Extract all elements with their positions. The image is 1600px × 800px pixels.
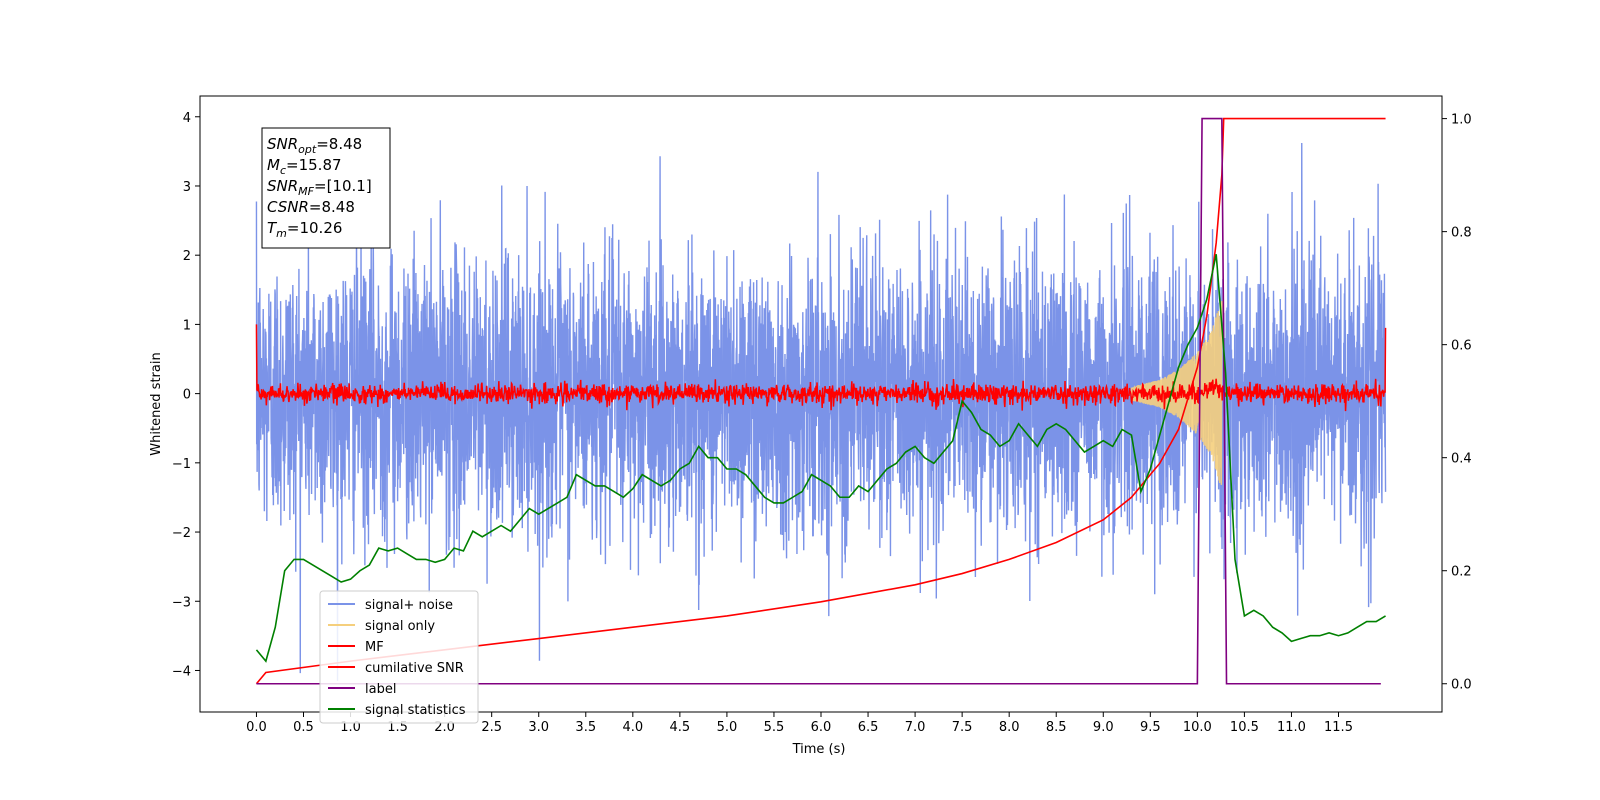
x-tick-label: 0.5 bbox=[293, 720, 314, 735]
x-axis: 0.0 0.5 1.0 1.5 2.0 2.5 3.0 3.5 4.0 4.5 5.0 5.5 6.0 6… bbox=[246, 712, 1353, 735]
x-tick-label: 4.5 bbox=[670, 720, 691, 735]
y-left-tick-label: −4 bbox=[172, 664, 191, 679]
y-right-tick-label: 0.4 bbox=[1451, 452, 1472, 467]
info-box-line: SNRopt=8.48 bbox=[267, 135, 362, 156]
info-box-line: CSNR=8.48 bbox=[267, 198, 355, 216]
x-tick-label: 9.0 bbox=[1093, 720, 1114, 735]
x-tick-label: 6.0 bbox=[811, 720, 832, 735]
series-signal-only bbox=[1130, 301, 1223, 485]
x-tick-label: 8.0 bbox=[999, 720, 1020, 735]
x-tick-label: 5.0 bbox=[717, 720, 738, 735]
legend: signal+ noise signal only MF cumilative SNR… bbox=[319, 590, 479, 724]
legend-label: MF bbox=[365, 640, 384, 655]
x-tick-label: 3.5 bbox=[575, 720, 596, 735]
y-axis-left: 4 3 2 1 0 −1 −2 −3 −4 bbox=[172, 111, 200, 679]
x-tick-label: 0.0 bbox=[246, 720, 267, 735]
info-box-frame bbox=[261, 127, 391, 249]
legend-frame bbox=[319, 590, 479, 724]
x-tick-label: 2.0 bbox=[434, 720, 455, 735]
x-tick-label: 7.5 bbox=[952, 720, 973, 735]
y-left-tick-label: −1 bbox=[172, 457, 191, 472]
y-axis-label: Whitened strain bbox=[149, 352, 164, 455]
x-tick-label: 10.0 bbox=[1183, 720, 1212, 735]
x-tick-label: 7.0 bbox=[905, 720, 926, 735]
x-tick-label: 5.5 bbox=[764, 720, 785, 735]
y-right-tick-label: 0.0 bbox=[1451, 678, 1472, 693]
x-tick-label: 4.0 bbox=[622, 720, 643, 735]
info-box-line: Mc=15.87 bbox=[267, 156, 342, 177]
x-tick-label: 11.0 bbox=[1277, 720, 1306, 735]
series-signal-statistics bbox=[255, 254, 1386, 663]
info-box-line: Tm=10.26 bbox=[267, 219, 342, 240]
x-tick-label: 1.0 bbox=[340, 720, 361, 735]
y-left-tick-label: −2 bbox=[172, 526, 191, 541]
x-tick-label: 9.5 bbox=[1140, 720, 1161, 735]
x-tick-label: 11.5 bbox=[1324, 720, 1353, 735]
x-tick-label: 8.5 bbox=[1046, 720, 1067, 735]
legend-label: signal+ noise bbox=[365, 598, 453, 613]
x-tick-label: 2.5 bbox=[481, 720, 502, 735]
y-axis-right: 1.0 0.8 0.6 0.4 0.2 0.0 bbox=[1442, 113, 1472, 693]
y-left-tick-label: −3 bbox=[172, 595, 191, 610]
y-left-tick-label: 3 bbox=[183, 180, 191, 195]
x-tick-label: 3.0 bbox=[528, 720, 549, 735]
x-tick-label: 6.5 bbox=[858, 720, 879, 735]
series-label bbox=[256, 117, 1381, 685]
legend-label: cumilative SNR bbox=[365, 661, 464, 676]
series-mf bbox=[255, 324, 1387, 412]
x-axis-label: Time (s) bbox=[792, 742, 846, 757]
legend-label: signal only bbox=[365, 619, 435, 634]
y-left-tick-label: 4 bbox=[183, 111, 191, 126]
y-left-tick-label: 2 bbox=[183, 249, 191, 264]
series-layer bbox=[255, 117, 1387, 685]
series-signal-noise bbox=[255, 142, 1387, 681]
y-right-tick-label: 0.2 bbox=[1451, 565, 1472, 580]
info-box-line: SNRMF=[10.1] bbox=[267, 177, 372, 198]
x-tick-label: 1.5 bbox=[387, 720, 408, 735]
y-right-tick-label: 1.0 bbox=[1451, 113, 1472, 128]
y-left-tick-label: 1 bbox=[183, 318, 191, 333]
info-box: SNRopt=8.48Mc=15.87SNRMF=[10.1]CSNR=8.48… bbox=[261, 127, 391, 249]
y-left-tick-label: 0 bbox=[183, 388, 191, 403]
y-right-tick-label: 0.8 bbox=[1451, 226, 1472, 241]
legend-label: signal statistics bbox=[365, 703, 466, 718]
legend-label: label bbox=[365, 682, 396, 697]
x-tick-label: 10.5 bbox=[1230, 720, 1259, 735]
y-right-tick-label: 0.6 bbox=[1451, 339, 1472, 354]
